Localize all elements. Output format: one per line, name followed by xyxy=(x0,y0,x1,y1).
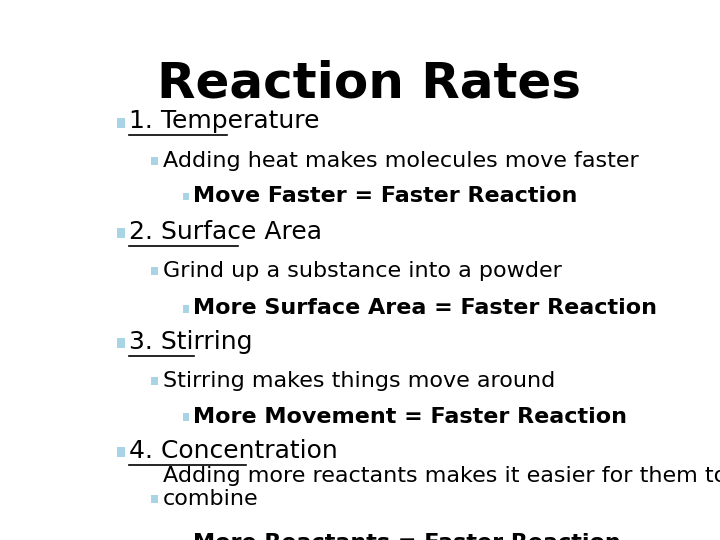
Text: Move Faster = Faster Reaction: Move Faster = Faster Reaction xyxy=(193,186,577,206)
Text: Grind up a substance into a powder: Grind up a substance into a powder xyxy=(163,261,562,281)
Bar xyxy=(151,377,158,386)
Bar xyxy=(117,118,125,127)
Text: More Surface Area = Faster Reaction: More Surface Area = Faster Reaction xyxy=(193,299,657,319)
Text: 2. Surface Area: 2. Surface Area xyxy=(129,220,322,244)
Text: 4. Concentration: 4. Concentration xyxy=(129,438,338,463)
Bar xyxy=(151,157,158,165)
Bar xyxy=(183,413,189,421)
Text: 3. Stirring: 3. Stirring xyxy=(129,330,253,354)
Text: Stirring makes things move around: Stirring makes things move around xyxy=(163,371,555,391)
Bar xyxy=(117,228,125,238)
Bar xyxy=(117,447,125,457)
Text: Adding more reactants makes it easier for them to
combine: Adding more reactants makes it easier fo… xyxy=(163,465,720,509)
Bar xyxy=(183,305,189,313)
Bar xyxy=(151,267,158,275)
Text: More Movement = Faster Reaction: More Movement = Faster Reaction xyxy=(193,407,627,427)
Text: Adding heat makes molecules move faster: Adding heat makes molecules move faster xyxy=(163,151,639,171)
Text: 1. Temperature: 1. Temperature xyxy=(129,110,320,133)
Bar xyxy=(183,193,189,200)
Bar xyxy=(151,495,158,503)
Text: More Reactants = Faster Reaction: More Reactants = Faster Reaction xyxy=(193,534,621,540)
Bar xyxy=(117,338,125,348)
Text: Reaction Rates: Reaction Rates xyxy=(157,59,581,107)
